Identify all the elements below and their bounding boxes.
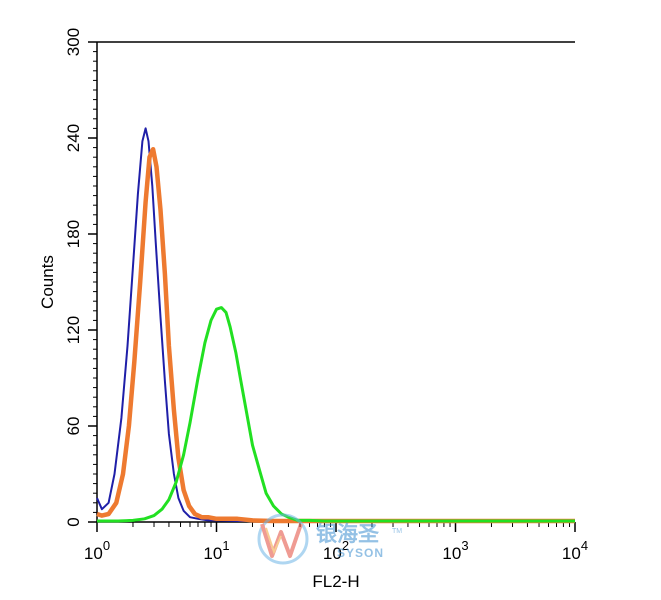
watermark-logo: 银海圣 SYSON TM — [257, 513, 402, 565]
watermark-circle-icon — [257, 513, 309, 565]
y-major-ticks — [88, 41, 97, 523]
x-axis-title: FL2-H — [312, 572, 359, 591]
y-tick-label: 180 — [64, 220, 83, 248]
watermark-tm-text: TM — [392, 528, 402, 535]
x-tick-label: 104 — [562, 538, 588, 563]
y-tick-label: 300 — [64, 28, 83, 56]
y-tick-labels: 0 60 120 180 240 300 — [64, 28, 83, 527]
series-line-2 — [96, 146, 575, 524]
plot-frame — [96, 41, 575, 523]
watermark-w-icon — [260, 523, 303, 558]
x-tick-label: 103 — [442, 538, 468, 563]
watermark-cn-text: 银海圣 — [316, 522, 380, 546]
x-tick-label: 100 — [84, 538, 110, 563]
y-tick-label: 120 — [64, 316, 83, 344]
watermark-en-text: SYSON — [337, 546, 384, 560]
x-tick-labels: 100 101 102 103 104 — [84, 538, 588, 563]
x-tick-label: 101 — [203, 538, 229, 563]
y-tick-label: 0 — [64, 517, 83, 526]
x-tick-label: 102 — [323, 538, 349, 563]
y-tick-label: 240 — [64, 124, 83, 152]
series-group — [96, 127, 575, 524]
y-tick-label: 60 — [64, 417, 83, 436]
y-axis-title: Counts — [38, 255, 57, 309]
x-major-ticks — [96, 522, 576, 532]
